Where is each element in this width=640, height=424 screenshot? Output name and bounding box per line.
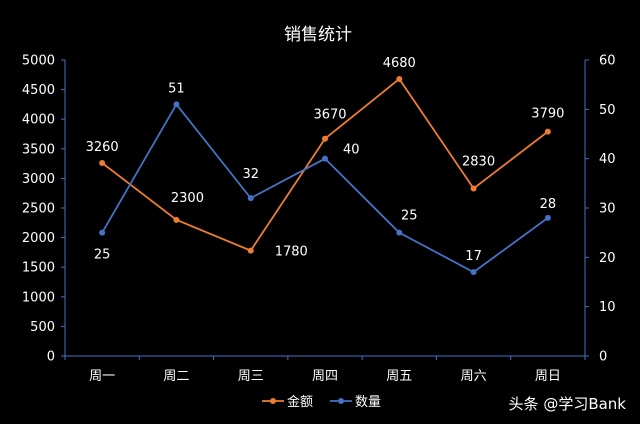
legend-marker <box>338 398 344 404</box>
data-label: 1780 <box>275 245 308 260</box>
data-label: 3790 <box>531 107 564 122</box>
data-point <box>470 185 477 192</box>
legend: 金额 数量 <box>262 394 381 410</box>
y-right-tick-label: 10 <box>599 300 616 315</box>
y-left-tick-label: 3000 <box>22 172 55 187</box>
x-tick-label: 周二 <box>163 369 189 384</box>
watermark: 头条 @学习Bank <box>508 395 626 413</box>
y-left-tick-label: 2500 <box>22 202 55 217</box>
data-label: 40 <box>343 143 360 158</box>
data-point <box>173 216 180 223</box>
data-point <box>173 101 180 108</box>
data-point <box>544 128 551 135</box>
y-right-tick-label: 20 <box>599 251 616 266</box>
y-left-tick-label: 2000 <box>22 231 55 246</box>
data-label: 3260 <box>86 140 119 155</box>
y-right-tick-label: 50 <box>599 103 616 118</box>
x-tick-label: 周三 <box>238 369 264 384</box>
y-left-tick-label: 5000 <box>22 54 55 69</box>
x-tick-label: 周日 <box>535 369 561 384</box>
legend-label: 金额 <box>287 394 313 410</box>
data-point <box>470 269 477 276</box>
data-point <box>322 155 328 162</box>
data-point <box>544 214 551 221</box>
data-point <box>99 229 106 236</box>
y-right-tick-label: 30 <box>599 202 616 217</box>
y-right-tick-label: 60 <box>599 54 616 69</box>
data-label: 3670 <box>313 108 346 123</box>
y-left-tick-label: 3500 <box>22 142 55 157</box>
data-label: 32 <box>242 167 259 182</box>
data-point <box>322 135 328 142</box>
data-label: 28 <box>540 197 557 212</box>
y-left-tick-label: 1000 <box>22 290 55 305</box>
data-labels: 3260 2300 1780 3670 4680 2830 3790 25 51 32 40 25 17… <box>86 56 565 264</box>
y-left-tick-label: 4500 <box>22 83 55 98</box>
legend-marker <box>270 398 276 404</box>
data-point <box>396 229 403 236</box>
series-points <box>99 75 551 276</box>
x-tick-label: 周四 <box>312 369 338 384</box>
y-left-tick-label: 1500 <box>22 261 55 276</box>
legend-label: 数量 <box>355 395 381 410</box>
y-left-tick-label: 0 <box>47 350 55 365</box>
data-label: 17 <box>465 249 482 264</box>
data-label: 25 <box>401 209 418 224</box>
x-tick-label: 周一 <box>89 369 115 384</box>
data-point <box>396 75 403 82</box>
data-point <box>99 160 106 167</box>
y-right-tick-label: 40 <box>599 152 616 167</box>
chart-title: 销售统计 <box>284 25 352 45</box>
data-label: 2830 <box>462 154 495 169</box>
series-line-2 <box>101 102 549 274</box>
axes: 0500100015002000250030003500400045005000… <box>22 54 616 385</box>
data-label: 51 <box>168 81 185 96</box>
data-point <box>247 195 254 202</box>
x-tick-label: 周六 <box>461 369 487 384</box>
y-left-tick-label: 4000 <box>22 113 55 128</box>
data-point <box>247 247 254 254</box>
y-left-tick-label: 500 <box>30 320 55 335</box>
y-right-tick-label: 0 <box>599 350 607 365</box>
data-label: 4680 <box>383 56 416 71</box>
x-tick-label: 周五 <box>386 369 412 384</box>
data-label: 2300 <box>171 191 204 206</box>
data-label: 25 <box>94 248 111 263</box>
